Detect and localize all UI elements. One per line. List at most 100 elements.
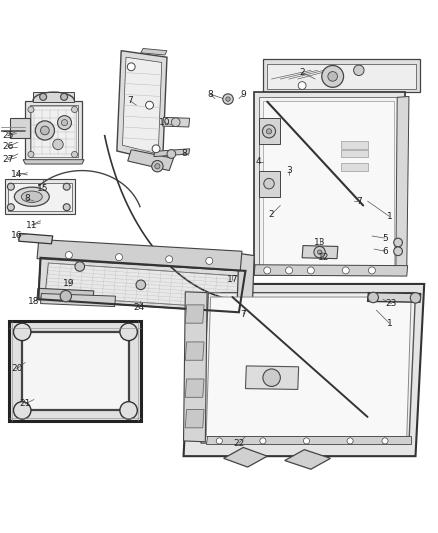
Circle shape <box>28 107 34 112</box>
Text: 26: 26 <box>2 142 14 151</box>
Circle shape <box>410 293 421 303</box>
Text: 13: 13 <box>314 238 325 247</box>
Text: 7: 7 <box>240 310 246 319</box>
Polygon shape <box>22 332 129 410</box>
Polygon shape <box>237 253 254 317</box>
Polygon shape <box>259 171 280 197</box>
Circle shape <box>342 267 349 274</box>
Circle shape <box>394 238 403 247</box>
Circle shape <box>14 402 31 419</box>
Circle shape <box>394 247 403 256</box>
Polygon shape <box>128 150 173 171</box>
Polygon shape <box>8 183 72 211</box>
Text: 8: 8 <box>208 90 213 99</box>
Circle shape <box>318 250 322 254</box>
Polygon shape <box>341 163 367 171</box>
Polygon shape <box>341 141 367 149</box>
Polygon shape <box>25 101 82 162</box>
Circle shape <box>264 267 271 274</box>
Polygon shape <box>285 450 331 469</box>
Text: 21: 21 <box>20 399 31 408</box>
Circle shape <box>226 97 230 101</box>
Circle shape <box>368 267 375 274</box>
Circle shape <box>63 183 70 190</box>
Circle shape <box>127 63 135 71</box>
Polygon shape <box>33 92 74 102</box>
Text: 8: 8 <box>25 195 30 204</box>
Polygon shape <box>185 409 204 428</box>
Polygon shape <box>9 321 141 421</box>
Circle shape <box>136 280 145 289</box>
Polygon shape <box>267 64 416 88</box>
Polygon shape <box>224 447 267 467</box>
Text: 5: 5 <box>382 233 388 243</box>
Circle shape <box>61 119 67 126</box>
Polygon shape <box>5 179 75 214</box>
Circle shape <box>266 128 272 134</box>
Circle shape <box>155 164 160 169</box>
Text: 7: 7 <box>356 197 362 206</box>
Circle shape <box>223 94 233 104</box>
Text: 3: 3 <box>286 166 292 175</box>
Polygon shape <box>254 265 408 276</box>
Polygon shape <box>263 59 420 92</box>
Circle shape <box>35 121 54 140</box>
Polygon shape <box>341 150 367 157</box>
Polygon shape <box>254 92 405 275</box>
Polygon shape <box>123 57 162 154</box>
Ellipse shape <box>21 191 42 203</box>
Text: 6: 6 <box>382 247 388 256</box>
Circle shape <box>75 262 85 271</box>
Ellipse shape <box>14 187 49 206</box>
Polygon shape <box>185 379 204 397</box>
Circle shape <box>260 438 266 444</box>
Polygon shape <box>39 258 245 312</box>
Polygon shape <box>259 98 399 270</box>
Circle shape <box>382 438 388 444</box>
Polygon shape <box>206 435 411 445</box>
Polygon shape <box>45 263 240 309</box>
Circle shape <box>60 290 71 302</box>
Circle shape <box>307 267 314 274</box>
Circle shape <box>314 246 325 258</box>
Polygon shape <box>10 118 30 138</box>
Polygon shape <box>185 342 204 360</box>
Text: 1: 1 <box>386 212 392 221</box>
Text: 2: 2 <box>299 68 305 77</box>
Polygon shape <box>117 51 167 162</box>
Polygon shape <box>23 160 84 164</box>
Circle shape <box>145 101 153 109</box>
Text: 15: 15 <box>37 183 49 192</box>
Text: 1: 1 <box>386 319 392 328</box>
Circle shape <box>71 151 78 157</box>
Circle shape <box>216 438 223 444</box>
Text: 9: 9 <box>240 90 246 99</box>
Text: 8: 8 <box>181 149 187 158</box>
Circle shape <box>166 256 173 263</box>
Text: 11: 11 <box>26 221 38 230</box>
Circle shape <box>57 116 71 130</box>
Circle shape <box>7 183 14 190</box>
Polygon shape <box>367 293 421 302</box>
Circle shape <box>322 66 343 87</box>
Circle shape <box>298 82 306 90</box>
Circle shape <box>14 323 31 341</box>
Circle shape <box>368 292 378 303</box>
Text: 24: 24 <box>133 303 144 312</box>
Polygon shape <box>30 105 78 157</box>
Circle shape <box>263 369 280 386</box>
Text: 19: 19 <box>63 279 74 288</box>
Text: 20: 20 <box>11 365 22 374</box>
Polygon shape <box>259 118 280 144</box>
Circle shape <box>120 402 138 419</box>
Circle shape <box>347 438 353 444</box>
Text: 7: 7 <box>127 96 133 106</box>
Circle shape <box>171 118 180 126</box>
Circle shape <box>41 126 49 135</box>
Polygon shape <box>206 297 411 437</box>
Polygon shape <box>141 49 167 55</box>
Polygon shape <box>185 305 204 323</box>
Polygon shape <box>184 284 424 456</box>
Text: 18: 18 <box>28 297 40 306</box>
Circle shape <box>116 254 123 261</box>
